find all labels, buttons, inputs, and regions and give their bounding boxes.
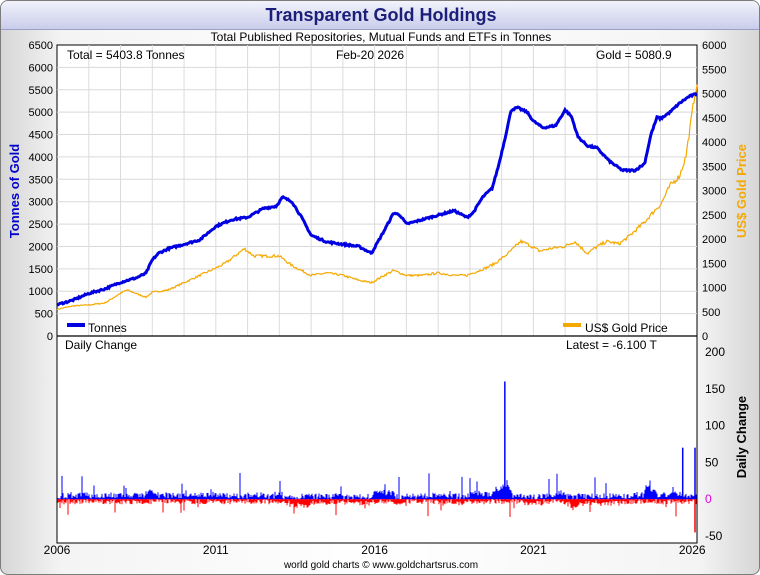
y-tick-left: 2500 [29,219,53,231]
legend-gold-swatch [563,323,581,327]
gold-price-line [56,84,698,311]
y-tick-left: 3000 [29,197,53,209]
date-readout: Feb-20 2026 [336,48,404,62]
y-tick-right: 2000 [702,234,726,246]
x-tick-label: 2011 [203,543,229,557]
y-tick-right: 5000 [702,89,726,101]
y-axis-right-label: US$ Gold Price [734,144,749,238]
y-tick-right: 1500 [702,258,726,270]
footer-credit: world gold charts © www.goldchartsrus.co… [283,560,478,571]
daily-change-title: Daily Change [65,338,137,352]
x-tick-label: 2016 [361,543,388,557]
y-tick-left: 3500 [29,174,53,186]
tonnes-line [56,92,698,307]
legend-tonnes-swatch [67,323,85,327]
y-tick-daily: 200 [705,345,725,359]
y-tick-right: 3000 [702,186,726,198]
latest-readout: Latest = -6.100 T [566,338,658,352]
y-tick-right: 4000 [702,137,726,149]
x-tick-label: 2026 [679,543,706,557]
y-tick-left: 6000 [29,62,53,74]
y-tick-right: 4500 [702,113,726,125]
y-tick-daily: 150 [705,382,725,396]
y-tick-left: 5000 [29,107,53,119]
plot-area [56,44,698,544]
y-tick-right: 3500 [702,161,726,173]
chart-title: Transparent Gold Holdings [265,5,497,25]
daily-change-bars [57,381,697,533]
y-tick-left: 6500 [29,40,53,52]
series-lines [56,84,698,311]
legend-tonnes-label: Tonnes [88,321,127,335]
title-bar [1,1,759,30]
legend-gold-label: US$ Gold Price [585,321,668,335]
y-tick-right: 500 [702,307,720,319]
x-tick-label: 2006 [44,543,71,557]
y-tick-left: 2000 [29,241,53,253]
y-axis-left-label: Tonnes of Gold [7,144,22,238]
y-tick-right: 0 [702,331,708,343]
chart-subtitle: Total Published Repositories, Mutual Fun… [210,30,552,44]
y-tick-right: 2500 [702,210,726,222]
y-tick-daily: 100 [705,419,725,433]
y-axis-daily-label: Daily Change [734,396,749,478]
y-tick-daily: 0 [705,492,712,506]
y-tick-right: 5500 [702,64,726,76]
y-tick-left: 4000 [29,152,53,164]
axes: 0500100015002000250030003500400045005000… [29,40,727,557]
y-tick-left: 1000 [29,286,53,298]
y-tick-right: 6000 [702,40,726,52]
gold-readout: Gold = 5080.9 [596,48,672,62]
y-tick-right: 1000 [702,283,726,295]
y-tick-daily: 50 [705,455,719,469]
y-tick-daily: -50 [705,529,723,543]
total-readout: Total = 5403.8 Tonnes [67,48,185,62]
y-tick-left: 0 [47,331,53,343]
y-tick-left: 500 [35,309,53,321]
x-tick-label: 2021 [520,543,547,557]
y-tick-left: 5500 [29,85,53,97]
y-tick-left: 4500 [29,130,53,142]
y-tick-left: 1500 [29,264,53,276]
